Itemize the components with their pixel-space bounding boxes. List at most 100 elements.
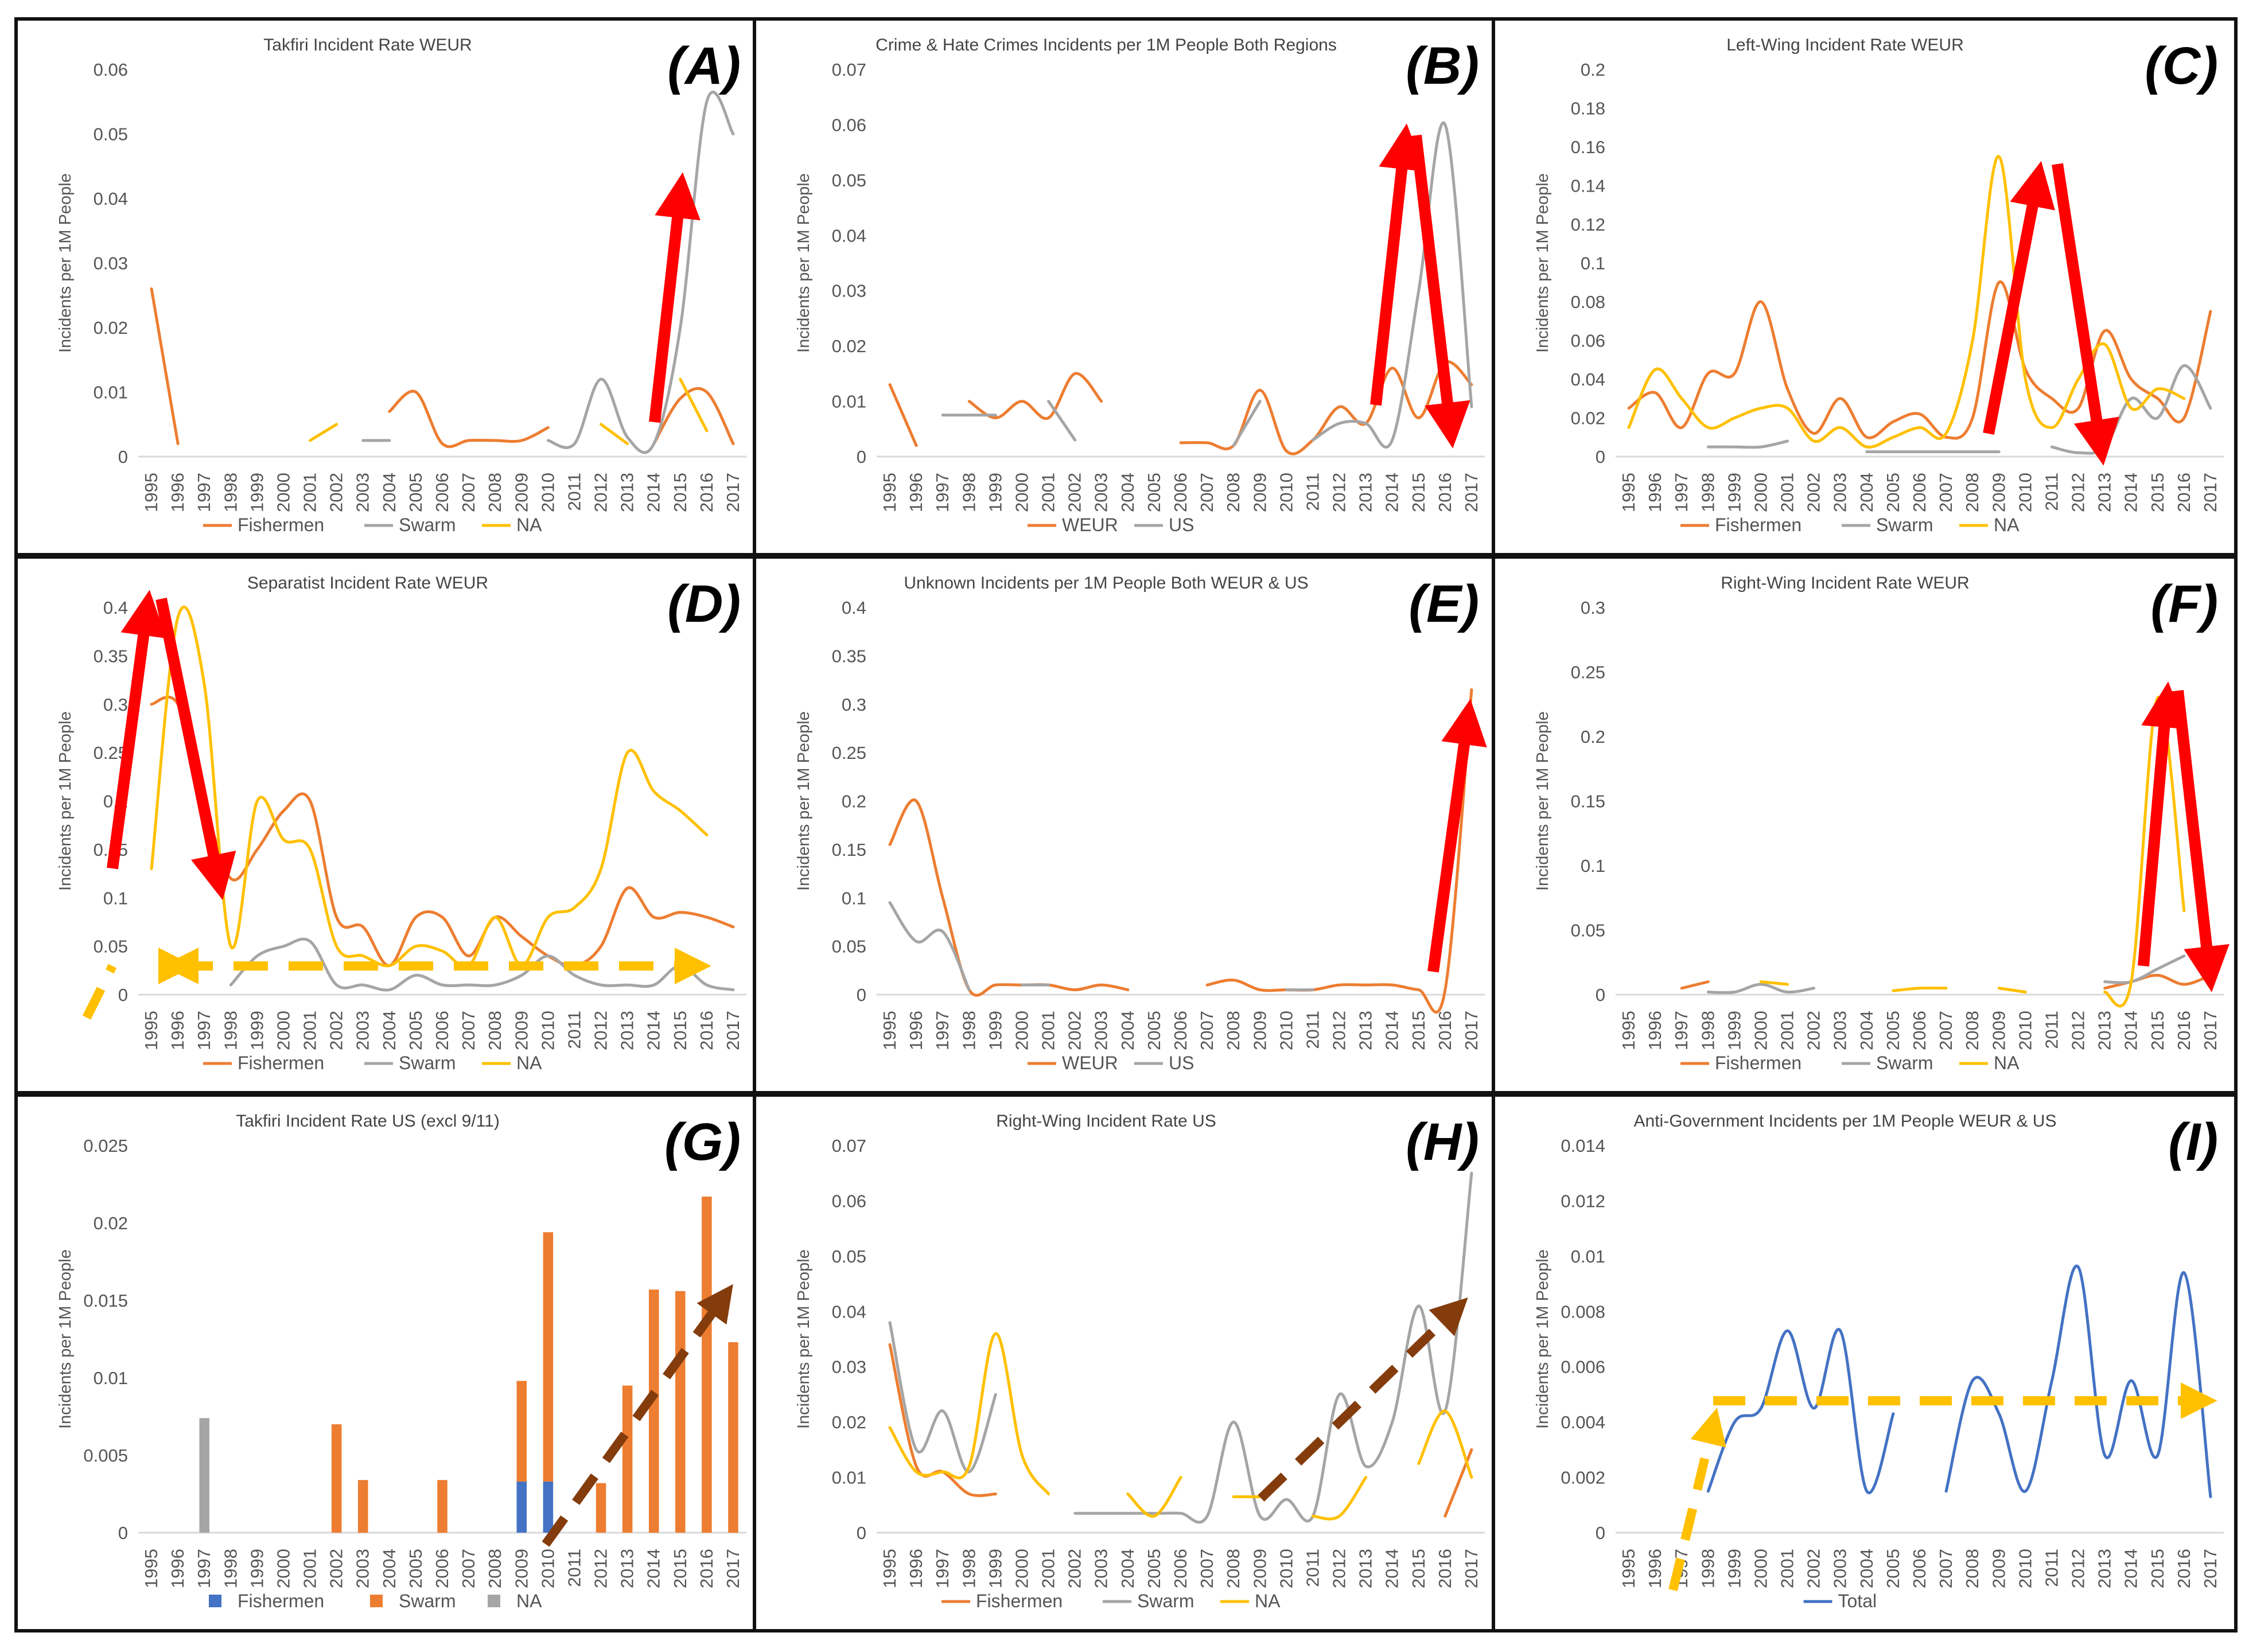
y-tick-label: 0.35 [832,646,866,666]
series-line-weur [967,372,1103,420]
x-tick-label: 2005 [406,1549,426,1588]
y-tick-label: 0.1 [1581,254,1605,274]
x-tick-label: 2015 [1409,473,1429,512]
x-tick-label: 1996 [168,1011,188,1050]
x-tick-label: 1999 [985,1011,1005,1050]
y-tick-label: 0.06 [832,1191,866,1211]
x-tick-label: 2016 [697,1011,717,1050]
bar-swarm-2012 [596,1483,606,1533]
x-tick-label: 1996 [1645,1549,1665,1588]
series-line-na [1126,1476,1182,1518]
svg-text:US: US [1169,515,1194,535]
x-tick-label: 2016 [2174,1549,2194,1588]
y-tick-label: 0.08 [1571,292,1605,312]
x-tick-label: 2004 [1857,473,1877,512]
x-tick-label: 2016 [1435,1549,1455,1588]
x-tick-label: 2010 [1276,1011,1296,1050]
x-tick-label: 2013 [617,1011,637,1050]
series-line-swarm [1706,983,1816,994]
x-tick-label: 2015 [2147,1549,2168,1588]
x-tick-label: 2011 [564,1549,584,1587]
y-tick-label: 0.01 [1571,1246,1605,1267]
bar-swarm-2010 [543,1232,554,1482]
chart-panel-h: Right-Wing Incident Rate US (H) 0 0.01 0.02 0… [753,1093,1499,1632]
x-tick-label: 2006 [1909,1549,1929,1588]
svg-text:Fishermen: Fishermen [1715,1053,1802,1073]
x-tick-label: 2002 [1804,1549,1824,1588]
legend-item-us: US [1134,515,1194,535]
x-tick-label: 2003 [353,473,373,512]
legend-item-fishermen: Fishermen [203,1053,324,1073]
y-tick-label: 0.014 [1561,1136,1605,1156]
series-line-fishermen [388,389,550,449]
x-tick-label: 2013 [1356,1011,1376,1050]
x-tick-label: 2002 [326,1549,347,1588]
y-tick-label: 0.012 [1561,1191,1605,1211]
x-tick-label: 2011 [1302,1549,1322,1587]
y-tick-label: 0.3 [1581,598,1605,618]
x-tick-label: 2015 [2147,1011,2168,1050]
svg-text:NA: NA [1994,515,2020,535]
x-tick-label: 2003 [1091,1011,1111,1050]
trend-arrow-annotation [2052,163,2119,466]
chart-svg: Takfiri Incident Rate WEUR (A) 0 0.01 0.02 0.… [56,36,746,535]
x-tick-label: 1998 [959,1549,979,1588]
y-tick-label: 0.006 [1561,1357,1605,1377]
panel-label: (G) [664,1113,741,1171]
x-tick-label: 2009 [1989,1011,2009,1050]
x-tick-label: 2017 [1461,473,1481,512]
x-tick-label: 1995 [880,1549,900,1588]
x-tick-label: 2002 [1065,1011,1085,1050]
series-line-na [888,1332,1050,1495]
series-line-weur [888,383,918,447]
svg-text:Fishermen: Fishermen [238,515,324,535]
x-tick-label: 2016 [1435,1011,1455,1050]
chart-panel-f: Right-Wing Incident Rate WEUR (F) 0 0.05 0.1… [1492,555,2238,1094]
x-tick-label: 1997 [194,1011,214,1050]
y-tick-label: 0.04 [832,1302,866,1322]
chart-panel-i: Anti-Government Incidents per 1M People … [1492,1093,2238,1632]
chart-title: Crime & Hate Crimes Incidents per 1M Peo… [876,36,1337,54]
bar-swarm-2002 [331,1424,342,1533]
panel-label: (D) [667,575,741,633]
y-axis-label: Incidents per 1M People [1534,173,1552,353]
legend-item-swarm: Swarm [1103,1591,1195,1611]
x-tick-label: 2005 [406,1011,426,1050]
y-tick-label: 0.002 [1561,1468,1605,1488]
panel-label: (C) [2145,37,2218,95]
x-tick-label: 2005 [1144,473,1164,512]
x-tick-label: 2000 [273,1549,293,1588]
y-tick-label: 0 [118,985,128,1005]
x-tick-label: 2005 [1883,1549,1903,1588]
y-tick-label: 0.3 [103,695,128,715]
panel-label: (H) [1406,1113,1479,1171]
x-tick-label: 1996 [906,1549,926,1588]
x-tick-label: 2000 [1011,1549,1032,1588]
x-tick-label: 2013 [2095,473,2115,512]
svg-text:NA: NA [1994,1053,2020,1073]
chart-svg: Left-Wing Incident Rate WEUR (C) 0 0.02 0.04… [1534,36,2224,535]
chart-svg: Takfiri Incident Rate US (excl 9/11) (G) 0… [56,1112,746,1611]
x-tick-label: 2013 [1356,473,1376,512]
x-tick-label: 2011 [564,1011,584,1049]
x-tick-label: 2008 [1962,1011,1982,1050]
y-tick-label: 0.2 [1581,60,1605,80]
legend-item-na: NA [1959,1053,2020,1073]
x-tick-label: 2017 [723,1011,743,1050]
y-tick-label: 0.2 [842,792,866,812]
legend-item-total: Total [1803,1591,1877,1611]
x-tick-label: 2004 [1118,473,1138,512]
chart-title: Separatist Incident Rate WEUR [247,574,488,593]
x-tick-label: 2014 [2121,1549,2141,1588]
x-tick-label: 2017 [723,473,743,512]
x-tick-label: 2013 [617,473,637,512]
y-tick-label: 0.3 [842,695,866,715]
x-tick-label: 1997 [194,473,214,512]
x-tick-label: 2004 [1118,1011,1138,1050]
x-tick-label: 2006 [432,473,452,512]
panel-label: (E) [1409,575,1479,633]
x-tick-label: 1996 [1645,473,1665,512]
x-tick-label: 2012 [2068,1549,2088,1588]
chart-title: Right-Wing Incident Rate US [996,1112,1216,1131]
y-tick-label: 0.05 [832,170,866,190]
